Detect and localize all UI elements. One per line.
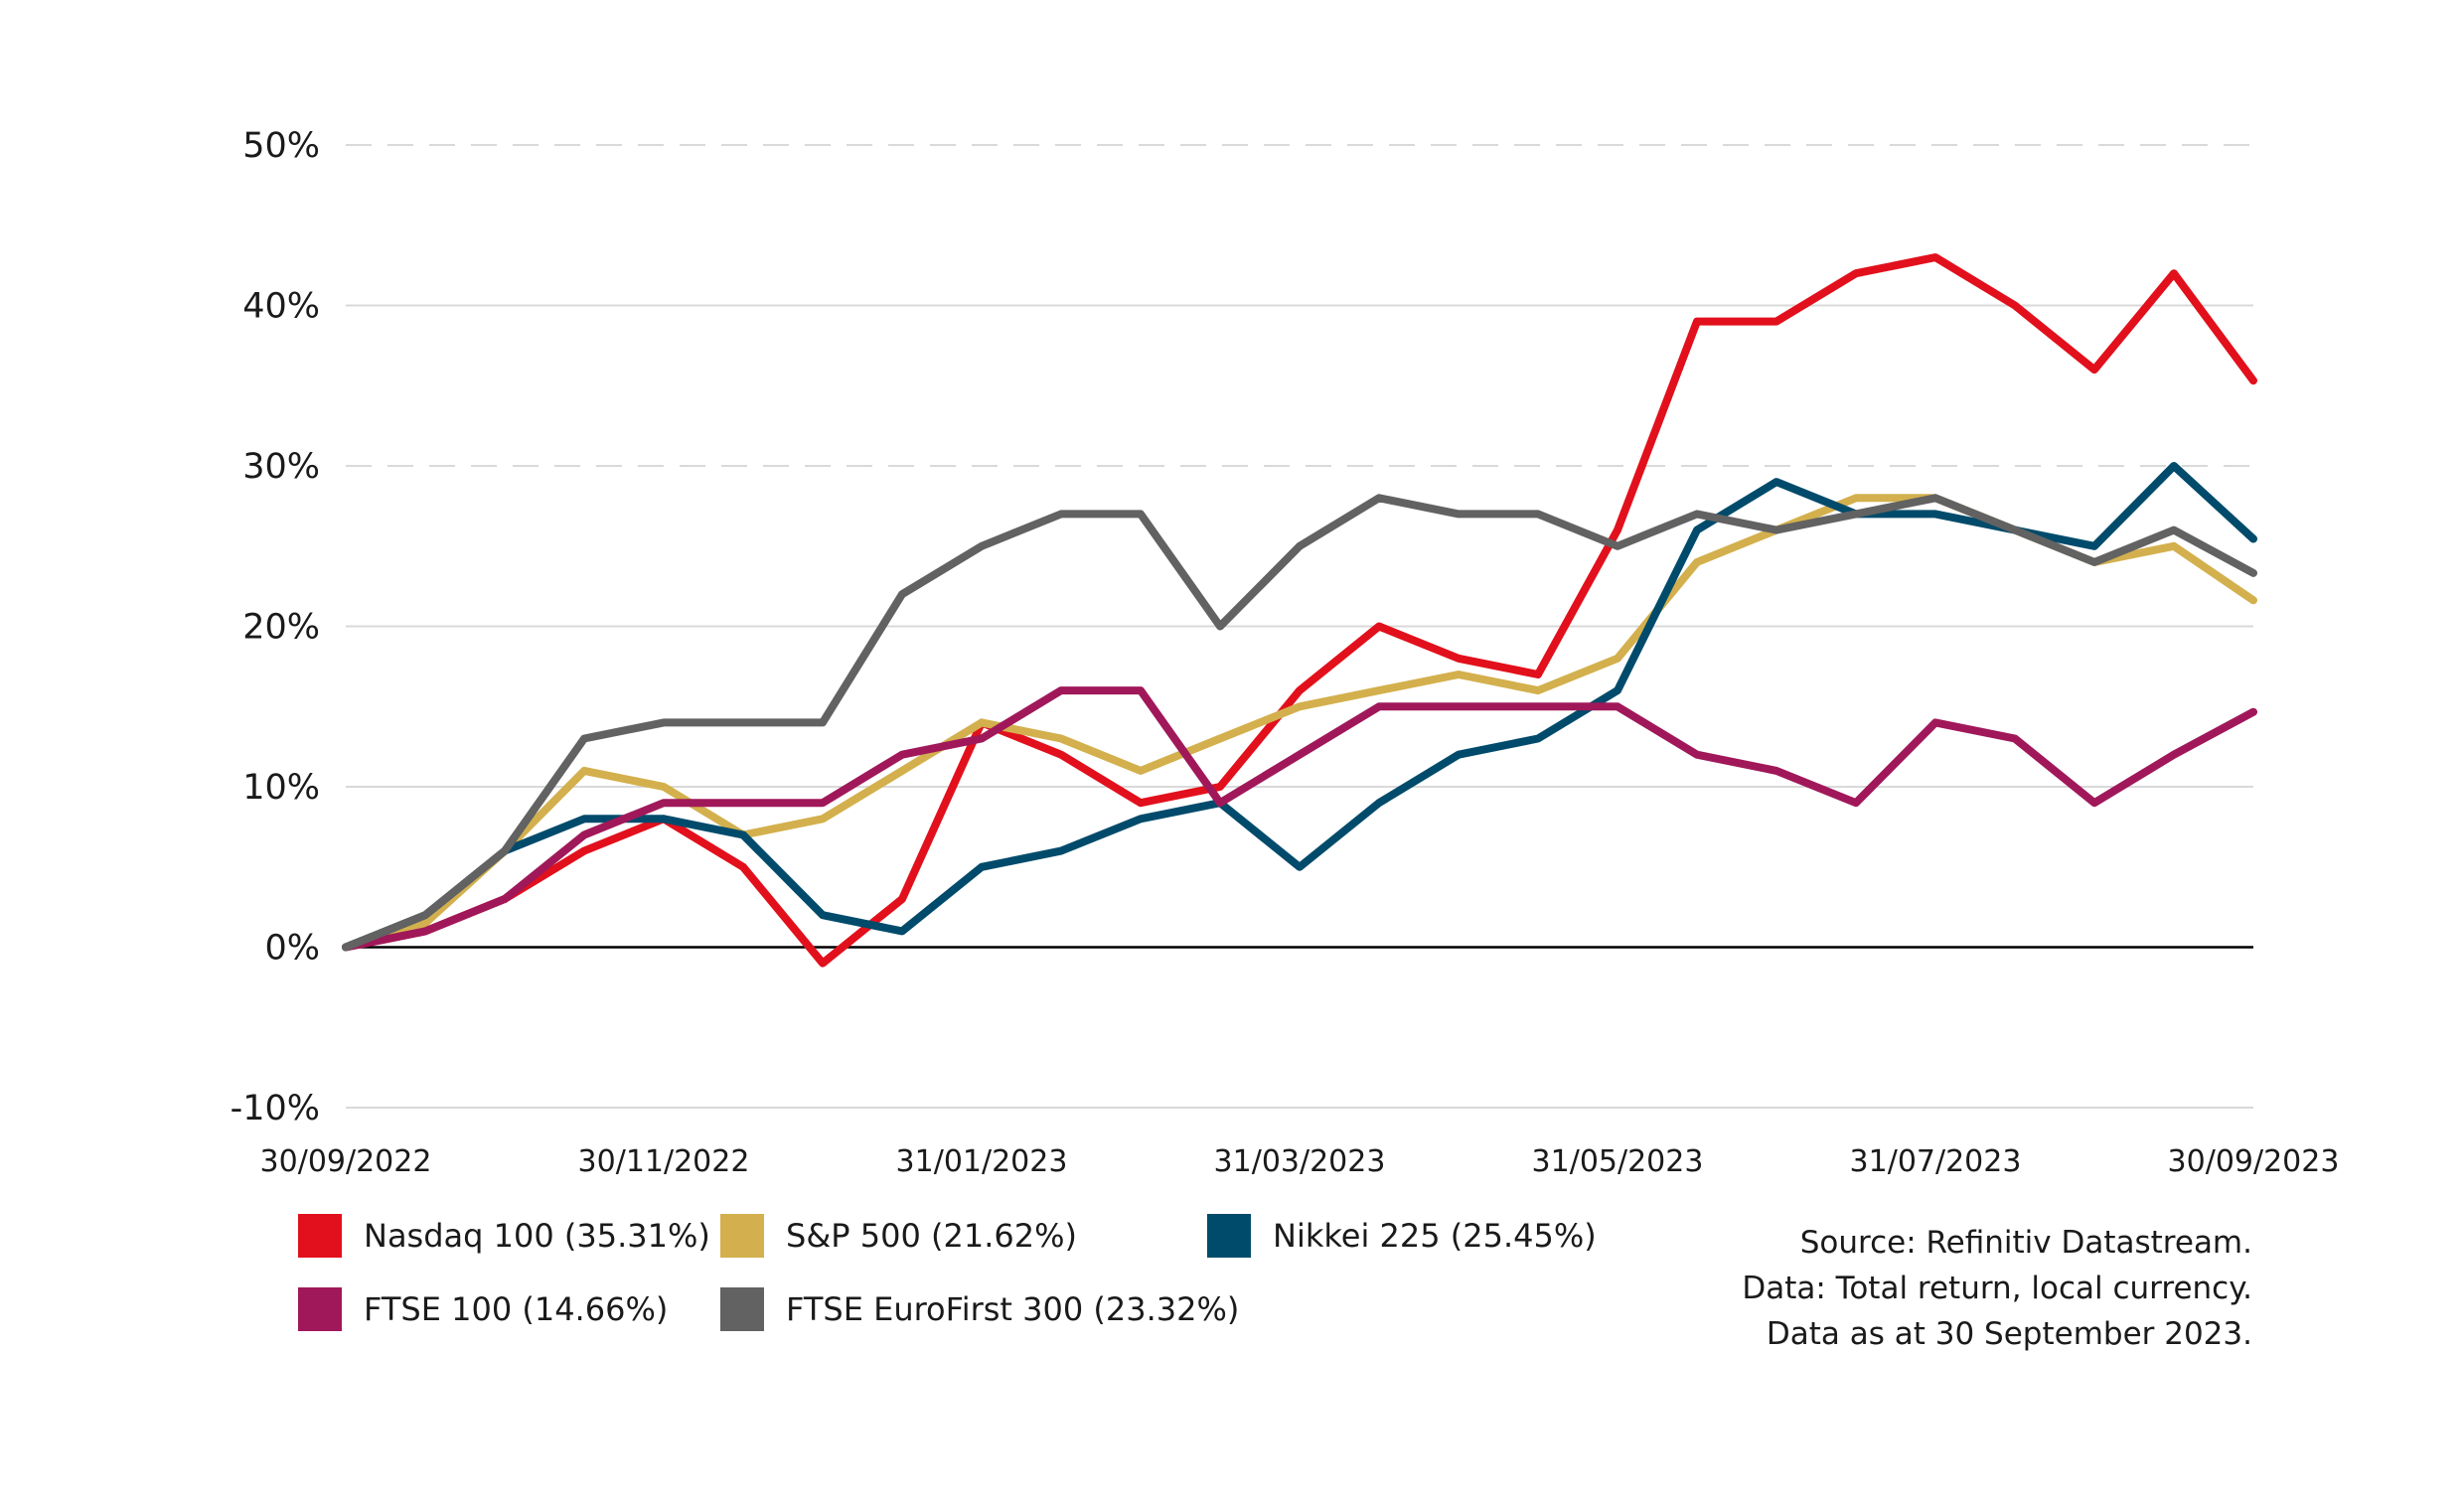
y-tick-label: 20% — [242, 608, 320, 648]
legend-item-nasdaq-100: Nasdaq 100 (35.31%) — [298, 1214, 710, 1258]
source-note-line-3: Data as at 30 September 2023. — [1766, 1316, 2252, 1352]
legend-item-ftse-100: FTSE 100 (14.66%) — [298, 1287, 668, 1331]
y-tick-label: 40% — [242, 287, 320, 327]
y-tick-label: 0% — [264, 929, 320, 969]
legend-label-nasdaq-100: Nasdaq 100 (35.31%) — [364, 1217, 710, 1255]
legend-swatch-ftse-eurofirst-300 — [720, 1287, 764, 1331]
series-lines — [342, 253, 2257, 968]
x-tick-label: 30/11/2022 — [578, 1144, 750, 1179]
legend-swatch-sp-500 — [720, 1214, 764, 1258]
line-chart: -10% 0% 10% 20% 30% 40% 50% 30/09/2022 30/11/20… — [231, 126, 2340, 1179]
legend-item-ftse-eurofirst-300: FTSE EuroFirst 300 (23.32%) — [720, 1287, 1239, 1331]
legend-label-sp-500: S&P 500 (21.62%) — [786, 1217, 1077, 1255]
x-tick-label: 31/03/2023 — [1214, 1144, 1386, 1179]
x-tick-label: 31/07/2023 — [1850, 1144, 2022, 1179]
legend-label-ftse-100: FTSE 100 (14.66%) — [364, 1290, 669, 1328]
source-note-line-1: Source: Refinitiv Datastream. — [1799, 1225, 2252, 1261]
y-tick-label: 50% — [242, 126, 320, 166]
legend: Nasdaq 100 (35.31%) S&P 500 (21.62%) Nik… — [298, 1214, 1689, 1373]
legend-label-nikkei-225: Nikkei 225 (25.45%) — [1273, 1217, 1597, 1255]
legend-swatch-nikkei-225 — [1207, 1214, 1251, 1258]
gridlines — [346, 144, 2253, 1109]
source-note-line-2: Data: Total return, local currency. — [1742, 1271, 2252, 1306]
x-tick-label: 30/09/2023 — [2168, 1144, 2340, 1179]
series-line-0 — [342, 253, 2257, 968]
series-line-4 — [342, 494, 2257, 952]
legend-item-nikkei-225: Nikkei 225 (25.45%) — [1207, 1214, 1597, 1258]
series-line-3 — [342, 686, 2257, 952]
legend-label-ftse-eurofirst-300: FTSE EuroFirst 300 (23.32%) — [786, 1290, 1240, 1328]
legend-swatch-ftse-100 — [298, 1287, 342, 1331]
series-line-2 — [342, 462, 2257, 952]
legend-item-sp-500: S&P 500 (21.62%) — [720, 1214, 1077, 1258]
x-tick-label: 31/05/2023 — [1532, 1144, 1704, 1179]
x-axis-ticks: 30/09/2022 30/11/2022 31/01/2023 31/03/2023… — [260, 1144, 2340, 1179]
y-axis-ticks: -10% 0% 10% 20% 30% 40% 50% — [231, 126, 320, 1128]
legend-swatch-nasdaq-100 — [298, 1214, 342, 1258]
y-tick-label: 10% — [242, 768, 320, 808]
y-tick-label: -10% — [231, 1089, 320, 1128]
series-line-1 — [342, 494, 2257, 952]
x-tick-label: 30/09/2022 — [260, 1144, 432, 1179]
y-tick-label: 30% — [242, 447, 320, 487]
source-note: Source: Refinitiv Datastream. Data: Tota… — [1742, 1220, 2252, 1357]
x-tick-label: 31/01/2023 — [896, 1144, 1068, 1179]
